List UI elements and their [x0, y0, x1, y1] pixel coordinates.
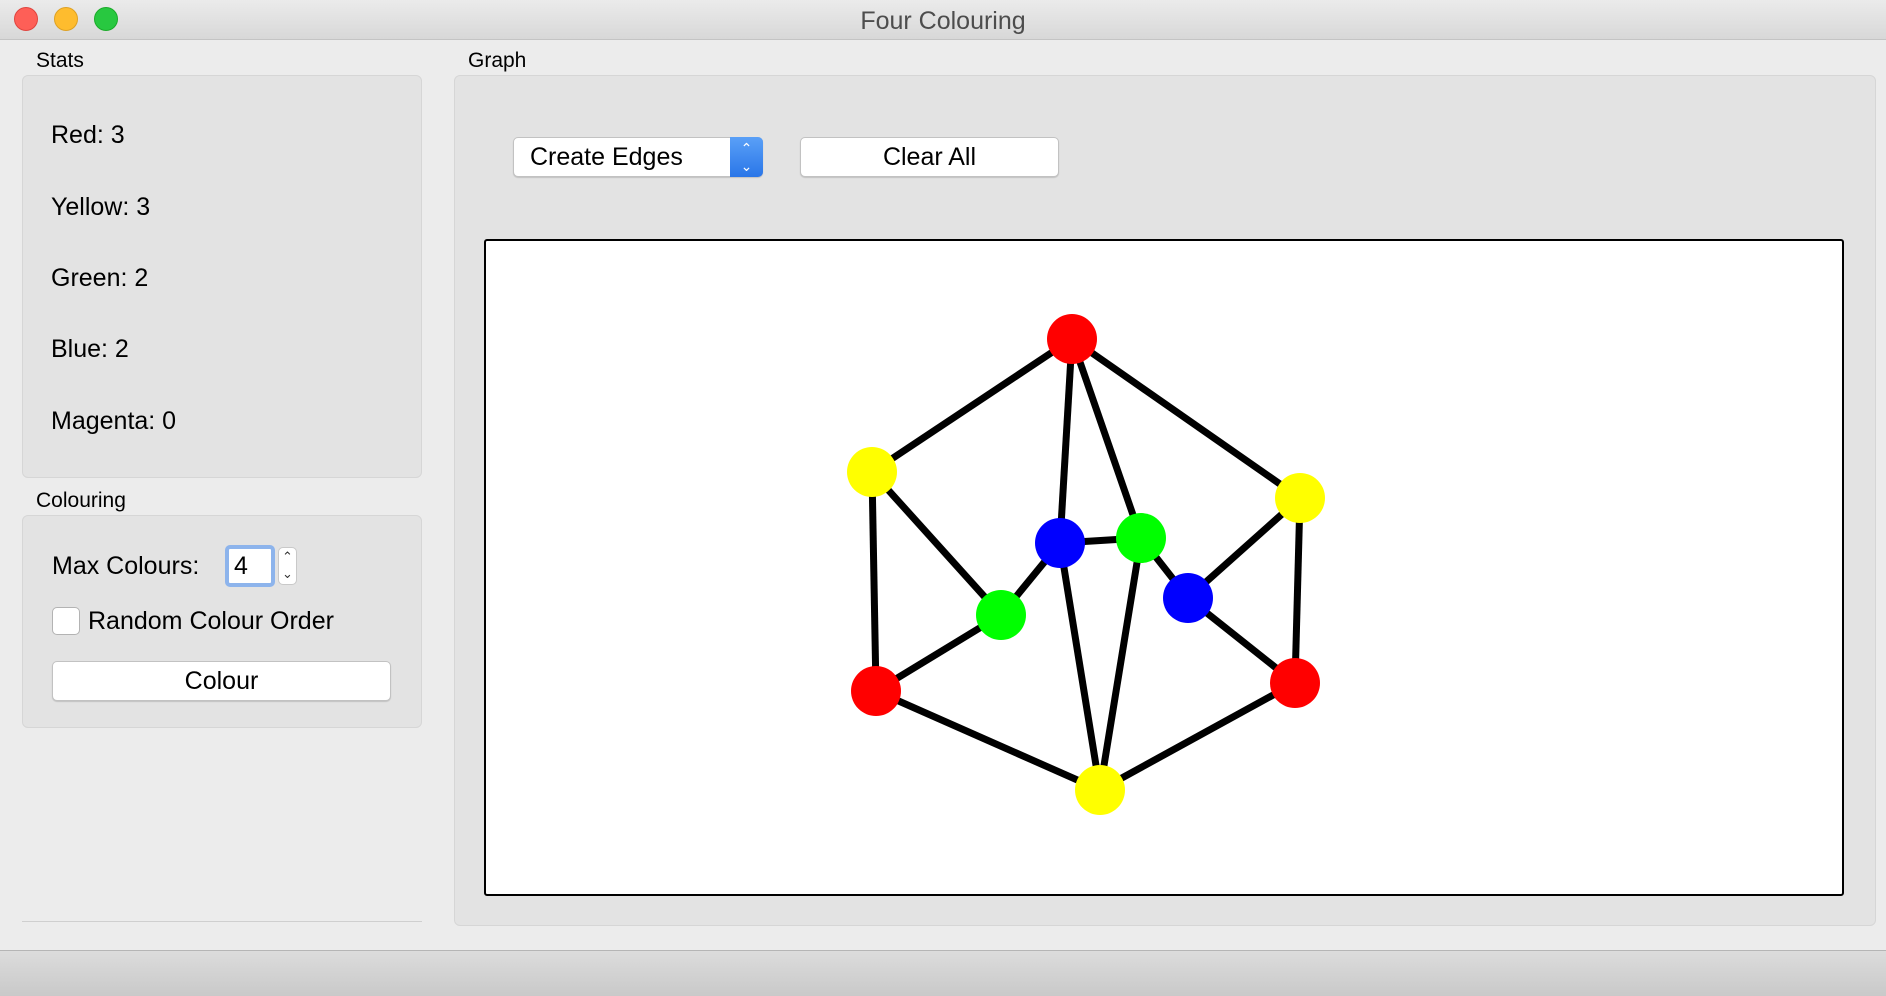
graph-group-title: Graph: [468, 49, 527, 72]
max-colours-input[interactable]: 4: [225, 545, 275, 587]
graph-node-right-upper[interactable]: [1275, 473, 1325, 523]
graph-canvas[interactable]: [484, 239, 1844, 896]
graph-edge-left-upper-left-lower[interactable]: [868, 471, 880, 692]
graph-edge-top-left-upper[interactable]: [870, 336, 1074, 475]
graph-edge-center-right-bottom[interactable]: [1096, 537, 1145, 791]
graph-edge-center-left-bottom[interactable]: [1056, 542, 1104, 791]
random-colour-order-label[interactable]: Random Colour Order: [88, 607, 334, 635]
max-colours-stepper[interactable]: ⌃ ⌄: [278, 547, 297, 585]
stat-red: Red: 3: [51, 121, 125, 149]
zoom-window-button[interactable]: [94, 7, 118, 31]
graph-node-inner-left[interactable]: [976, 590, 1026, 640]
graph-node-center-left[interactable]: [1035, 518, 1085, 568]
graph-node-inner-right[interactable]: [1163, 573, 1213, 623]
graph-node-top[interactable]: [1047, 314, 1097, 364]
stat-green: Green: 2: [51, 264, 149, 292]
max-colours-label: Max Colours:: [52, 552, 200, 580]
stats-group-title: Stats: [36, 49, 84, 72]
sidebar-divider: [22, 921, 422, 922]
clear-all-button[interactable]: Clear All: [800, 137, 1059, 177]
graph-edge-top-center-right[interactable]: [1068, 337, 1145, 540]
minimize-window-button[interactable]: [54, 7, 78, 31]
colour-button[interactable]: Colour: [52, 661, 391, 701]
chevron-up-icon[interactable]: ⌃: [282, 549, 293, 564]
graph-node-left-lower[interactable]: [851, 666, 901, 716]
graph-node-left-upper[interactable]: [847, 447, 897, 497]
status-bar: [0, 950, 1886, 996]
graph-edge-right-upper-right-lower[interactable]: [1291, 497, 1304, 684]
graph-node-center-right[interactable]: [1116, 513, 1166, 563]
graph-node-bottom[interactable]: [1075, 765, 1125, 815]
title-bar: Four Colouring: [0, 0, 1886, 40]
graph-edge-left-lower-bottom[interactable]: [874, 687, 1102, 794]
graph-edge-right-lower-bottom[interactable]: [1098, 679, 1297, 794]
chevron-down-icon[interactable]: ⌄: [282, 566, 293, 581]
colouring-group-title: Colouring: [36, 489, 126, 512]
stats-groupbox: Red: 3 Yellow: 3 Green: 2 Blue: 2 Magent…: [22, 75, 422, 478]
graph-edge-top-center-left[interactable]: [1056, 338, 1076, 544]
window-title: Four Colouring: [860, 7, 1026, 35]
updown-chevron-icon: ⌃ ⌄: [730, 137, 763, 177]
graph-drawing[interactable]: [486, 241, 1842, 894]
close-window-button[interactable]: [14, 7, 38, 31]
graph-edge-right-upper-inner-right[interactable]: [1185, 495, 1303, 601]
mode-dropdown-value: Create Edges: [530, 143, 683, 171]
graph-edge-left-upper-inner-left[interactable]: [869, 469, 1004, 618]
stat-blue: Blue: 2: [51, 335, 129, 363]
stat-yellow: Yellow: 3: [51, 193, 151, 221]
graph-node-right-lower[interactable]: [1270, 658, 1320, 708]
random-colour-order-checkbox[interactable]: [52, 607, 80, 635]
stat-magenta: Magenta: 0: [51, 407, 177, 435]
graph-edge-top-right-upper[interactable]: [1069, 336, 1303, 501]
mode-dropdown[interactable]: Create Edges ⌃ ⌄: [513, 137, 763, 177]
